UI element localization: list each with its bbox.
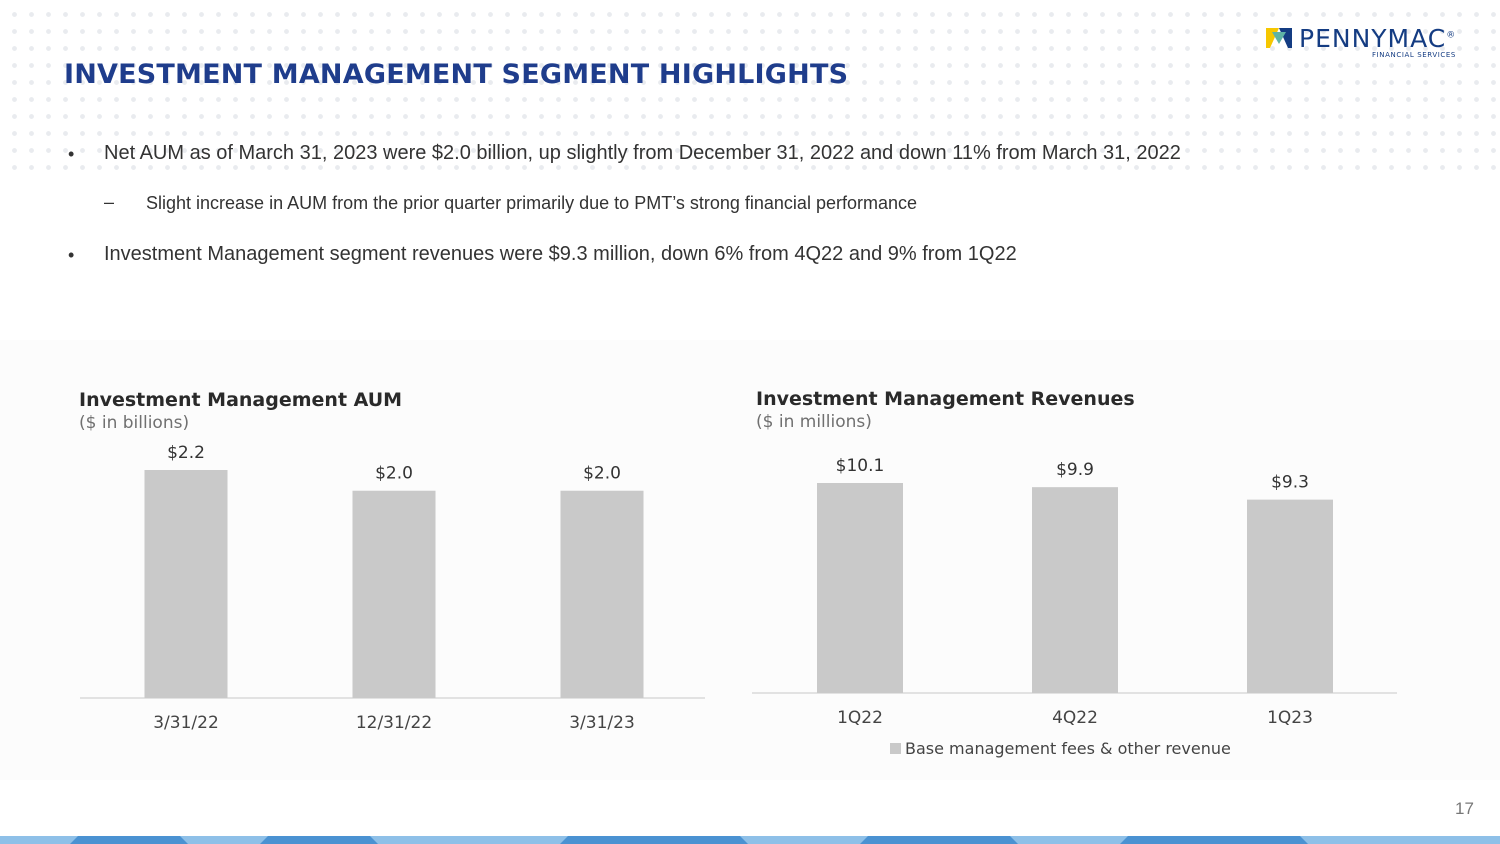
revenue-bar <box>1247 499 1333 693</box>
dotted-header-background <box>0 0 1500 175</box>
revenue-bar-chart: $10.1 1Q22 $9.9 4Q22 $9.3 1Q23 <box>752 456 1397 728</box>
legend-label: Base management fees & other revenue <box>905 739 1231 758</box>
aum-category-label: 12/31/22 <box>356 713 432 733</box>
sub-bullet-marker: – <box>104 192 115 212</box>
revenue-category-label: 1Q22 <box>837 708 883 728</box>
aum-chart-subtitle: ($ in billions) <box>79 413 190 433</box>
revenue-data-label: $9.3 <box>1271 473 1309 493</box>
aum-bar <box>560 490 644 698</box>
sub-bullet-aum-increase: Slight increase in AUM from the prior qu… <box>146 193 917 213</box>
revenue-chart-legend: Base management fees & other revenue <box>890 739 1231 758</box>
aum-bar <box>352 490 436 698</box>
bullet-segment-revenues: Investment Management segment revenues w… <box>104 243 1017 265</box>
bullet-marker: • <box>68 245 75 265</box>
bullet-marker: • <box>68 144 75 164</box>
revenue-chart-subtitle: ($ in millions) <box>756 412 872 432</box>
aum-bar <box>144 470 228 698</box>
revenue-bar <box>1032 487 1118 693</box>
aum-chart-title: Investment Management AUM <box>79 389 403 411</box>
revenue-category-label: 1Q23 <box>1267 708 1313 728</box>
aum-data-label: $2.2 <box>167 443 205 463</box>
aum-data-label: $2.0 <box>583 464 621 484</box>
aum-category-label: 3/31/22 <box>153 713 219 733</box>
legend-swatch <box>890 743 901 754</box>
revenue-chart-title: Investment Management Revenues <box>756 388 1135 410</box>
pennymac-logo: PENNYMAC® FINANCIAL SERVICES <box>1266 24 1480 66</box>
page-number: 17 <box>1455 799 1474 818</box>
aum-category-label: 3/31/23 <box>569 713 635 733</box>
revenue-category-label: 4Q22 <box>1052 708 1098 728</box>
aum-bar-chart: $2.2 3/31/22 $2.0 12/31/22 $2.0 3/31/23 <box>80 443 705 733</box>
revenue-data-label: $9.9 <box>1056 460 1094 480</box>
page-title: INVESTMENT MANAGEMENT SEGMENT HIGHLIGHTS <box>64 59 849 90</box>
logo-wordmark: PENNYMAC® <box>1299 24 1457 53</box>
revenue-data-label: $10.1 <box>836 456 885 476</box>
footer-color-band <box>0 836 1500 844</box>
aum-data-label: $2.0 <box>375 464 413 484</box>
revenue-bar <box>817 483 903 693</box>
pennymac-logo-icon <box>1266 28 1292 48</box>
logo-subtitle: FINANCIAL SERVICES <box>1372 51 1456 59</box>
bullet-net-aum: Net AUM as of March 31, 2023 were $2.0 b… <box>104 142 1181 164</box>
